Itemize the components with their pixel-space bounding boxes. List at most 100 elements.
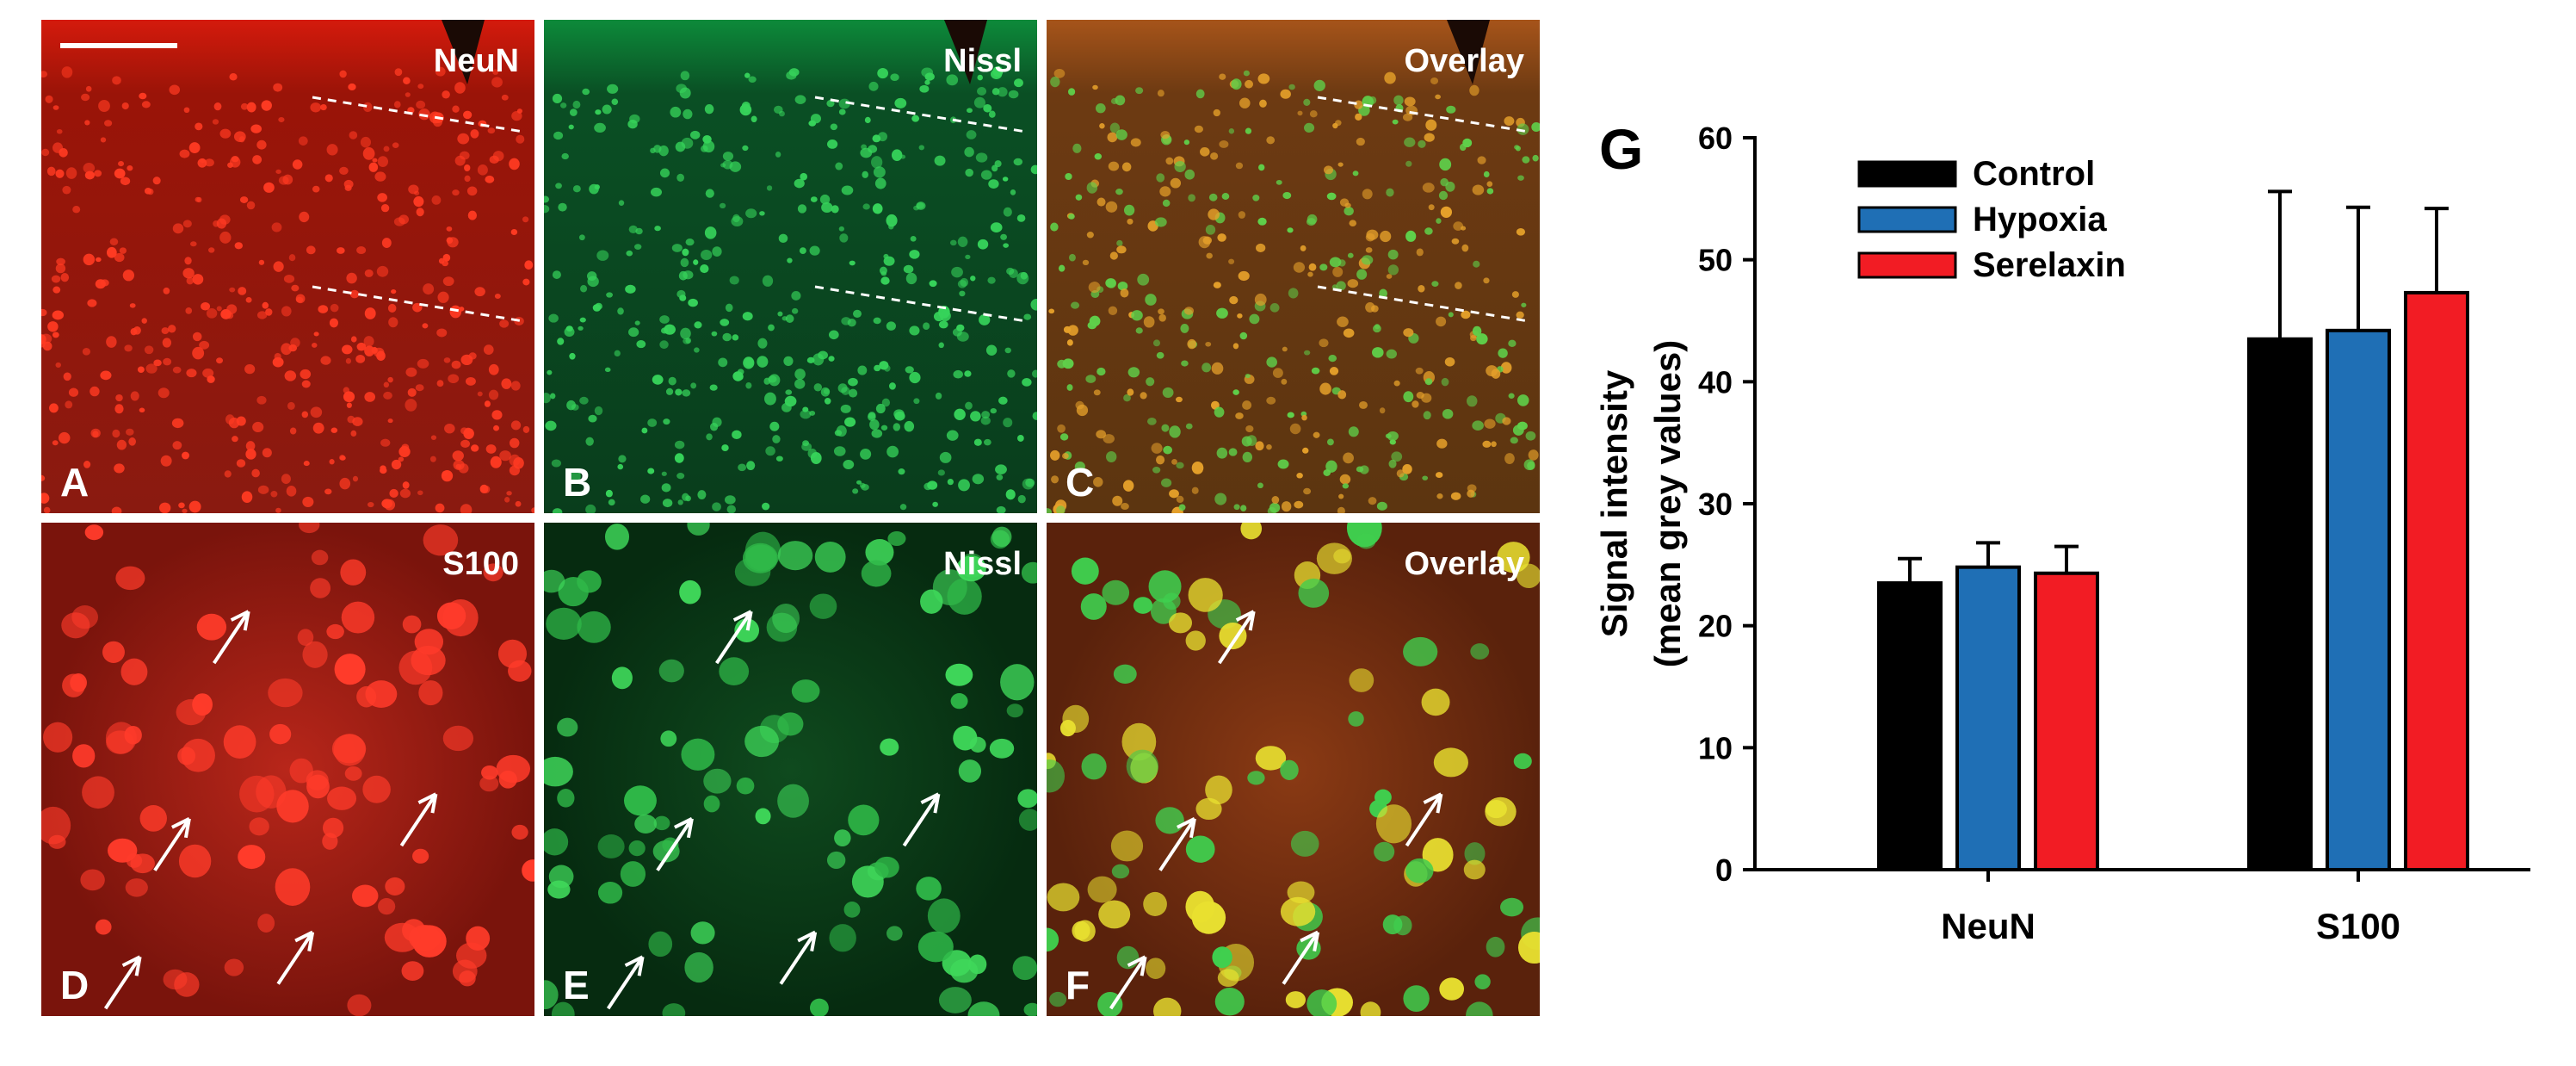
cell (1326, 438, 1334, 446)
cell (617, 307, 624, 315)
cell (1238, 211, 1246, 219)
cell (1062, 452, 1069, 460)
cell (1307, 271, 1313, 277)
cell (1206, 252, 1213, 259)
cell (814, 542, 846, 573)
cell (139, 805, 167, 832)
cell (262, 448, 272, 458)
cell (364, 345, 375, 356)
cell (114, 252, 125, 263)
cell (1012, 956, 1037, 981)
cell (1521, 302, 1527, 307)
cell (1093, 477, 1103, 487)
cell (1281, 501, 1292, 512)
cell (1436, 218, 1442, 224)
arrow (656, 817, 694, 871)
cell (289, 427, 297, 435)
cell (1126, 749, 1159, 784)
cell (1148, 570, 1182, 603)
cell (509, 158, 520, 170)
cell (985, 344, 998, 356)
cell (509, 465, 520, 476)
cell (1525, 431, 1536, 441)
cell (288, 254, 296, 262)
cell (875, 403, 886, 414)
cell (1388, 459, 1397, 468)
cell (1213, 108, 1220, 117)
cell (1486, 936, 1505, 958)
cell (1070, 301, 1080, 309)
cell (182, 451, 189, 460)
cell (416, 208, 424, 217)
cell (989, 738, 1015, 759)
arrow (399, 792, 438, 847)
cell (1205, 225, 1216, 235)
cell (1103, 434, 1115, 443)
cell (310, 406, 323, 418)
cell (1528, 449, 1539, 461)
cell (311, 342, 318, 348)
cell (130, 391, 139, 401)
cell (1127, 218, 1134, 225)
cell (1169, 425, 1181, 438)
image-panel: Overlay F (1047, 523, 1540, 1016)
cell (683, 270, 694, 280)
cell (830, 123, 838, 131)
cell (1424, 133, 1435, 142)
cell (388, 317, 398, 328)
cell (626, 250, 633, 257)
cell (694, 321, 702, 329)
cell (41, 493, 50, 504)
cell (1115, 129, 1127, 140)
cell (182, 508, 188, 513)
cell (216, 306, 222, 312)
cell (383, 381, 390, 388)
cell (1047, 883, 1080, 912)
cell (736, 777, 755, 795)
cell (185, 307, 193, 314)
cell (725, 303, 733, 313)
cell (283, 274, 295, 283)
cell (457, 133, 470, 145)
cell (1185, 630, 1206, 651)
cell (1017, 434, 1024, 442)
cell (1463, 859, 1486, 880)
cell (204, 158, 214, 167)
cell (777, 784, 809, 818)
cell (682, 389, 691, 397)
cell (90, 386, 100, 397)
cell (580, 285, 588, 293)
cell (1308, 263, 1317, 271)
bar (2404, 290, 2469, 871)
cell (864, 116, 871, 124)
cell (114, 463, 125, 474)
cell (436, 602, 466, 629)
bar (2326, 328, 2391, 872)
cell (1152, 997, 1182, 1016)
cell (176, 699, 207, 726)
cell (1303, 98, 1311, 106)
cell (1121, 503, 1129, 511)
cell (324, 488, 332, 495)
cell (1116, 245, 1127, 254)
cell (1516, 563, 1540, 589)
cell (1143, 891, 1167, 916)
cell (969, 736, 986, 753)
cell (995, 464, 1007, 474)
cell (407, 387, 417, 397)
cell (913, 398, 920, 405)
cell (394, 68, 403, 77)
cell (800, 172, 808, 181)
cell (1440, 206, 1453, 218)
cell (1473, 260, 1480, 268)
cell (819, 194, 831, 205)
cell (1459, 143, 1467, 152)
cell (648, 931, 673, 958)
cell (891, 149, 903, 161)
cell (663, 418, 670, 425)
cell (720, 319, 730, 326)
cell (1003, 243, 1010, 248)
cell (1517, 931, 1540, 964)
cell (577, 570, 602, 593)
electrode-track (944, 20, 987, 84)
